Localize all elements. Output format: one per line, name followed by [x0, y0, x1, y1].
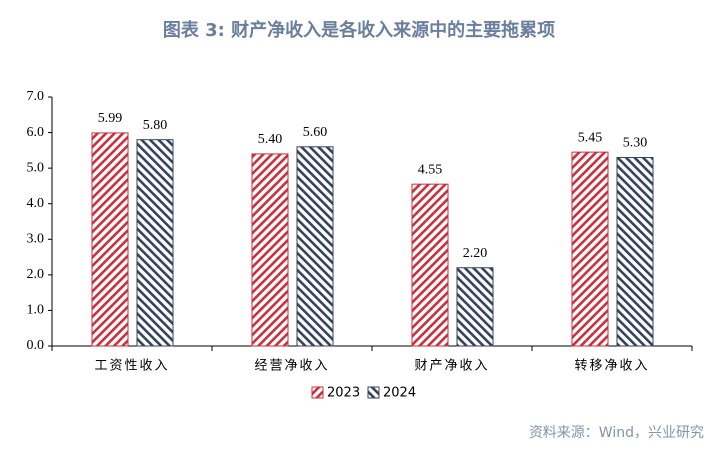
bar — [571, 151, 609, 347]
legend-swatch — [311, 386, 324, 399]
bar — [296, 146, 334, 347]
y-tick-label: 6.0 — [27, 125, 45, 140]
x-tick-label: 财产净收入 — [414, 359, 489, 374]
value-label: 4.55 — [418, 162, 443, 177]
legend-label: 2023 — [327, 386, 360, 401]
value-label: 5.60 — [303, 125, 328, 140]
x-tick-label: 工资性收入 — [94, 359, 169, 374]
x-tick-label: 经营净收入 — [254, 359, 329, 374]
x-tick-label: 转移净收入 — [574, 359, 649, 374]
value-label: 5.30 — [623, 136, 648, 151]
y-tick-label: 2.0 — [27, 267, 45, 282]
bar — [616, 156, 654, 347]
y-tick-label: 1.0 — [27, 303, 45, 318]
y-tick-label: 0.0 — [27, 338, 45, 353]
bar — [456, 267, 494, 347]
value-label: 5.80 — [143, 118, 168, 133]
y-tick-label: 4.0 — [27, 196, 45, 211]
source-note: 资料来源：Wind，兴业研究 — [529, 425, 704, 441]
legend-swatch — [367, 386, 380, 399]
value-label: 5.45 — [578, 130, 603, 145]
bar — [91, 132, 129, 347]
value-label: 2.20 — [463, 246, 488, 261]
bar — [411, 183, 449, 347]
bar — [251, 153, 289, 347]
value-label: 5.40 — [258, 132, 283, 147]
y-tick-label: 3.0 — [27, 232, 45, 247]
value-label: 5.99 — [98, 111, 123, 126]
legend-label: 2024 — [383, 386, 416, 401]
y-tick-label: 5.0 — [27, 160, 45, 175]
chart-title: 图表 3: 财产净收入是各收入来源中的主要拖累项 — [163, 19, 555, 41]
y-tick-label: 7.0 — [27, 89, 45, 104]
bar — [136, 139, 174, 347]
